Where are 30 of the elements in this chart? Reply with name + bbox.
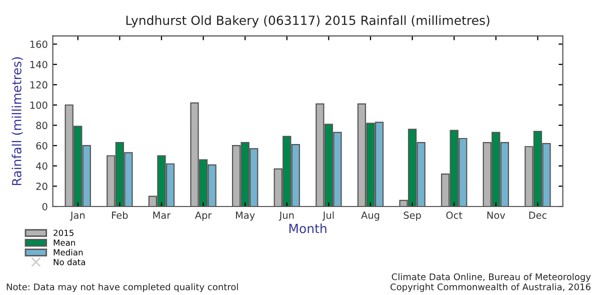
x-axis-title: Month xyxy=(289,224,326,234)
x-tick-label: Nov xyxy=(487,212,506,219)
x-tick-label: Apr xyxy=(194,212,212,221)
legend-label: No data xyxy=(54,258,85,266)
legend-label: Mean xyxy=(54,240,75,246)
y-tick-label: 20 xyxy=(36,182,48,190)
y-axis-title: Rainfall (millimetres) xyxy=(12,57,23,186)
y-tick-label: 140 xyxy=(30,60,48,68)
text: Note: Data may not have completed quality control xyxy=(6,283,238,292)
y-tick-label: 60 xyxy=(36,142,48,150)
y-tick-label: 160 xyxy=(30,40,48,48)
y-tick-label: 0 xyxy=(42,202,48,210)
text: Climate Data Online, Bureau of Meteorology Copyright Commonwealth of Australia, 2016 xyxy=(390,273,591,292)
x-tick-label: Sep xyxy=(404,212,421,221)
x-tick-label: Jul xyxy=(322,211,334,221)
x-tick-label: Mar xyxy=(153,212,171,219)
y-tick-label: 120 xyxy=(30,81,48,89)
x-tick-label: Jun xyxy=(278,212,294,221)
y-tick-label: 40 xyxy=(36,162,48,170)
x-tick-label: Aug xyxy=(361,212,380,221)
y-tick-label: 100 xyxy=(30,101,48,109)
x-tick-label: Dec xyxy=(529,212,547,219)
legend-label: Median xyxy=(54,249,83,256)
x-tick-label: Jan xyxy=(70,212,85,221)
legend-label: 2015 xyxy=(54,230,74,236)
x-tick-label: Feb xyxy=(112,211,128,219)
y-tick-label: 80 xyxy=(36,122,48,130)
chart-title: Lyndhurst Old Bakery (063117) 2015 Rainfall (millimetres) xyxy=(126,15,490,28)
x-tick-label: Oct xyxy=(446,212,462,219)
x-tick-label: May xyxy=(236,212,255,221)
